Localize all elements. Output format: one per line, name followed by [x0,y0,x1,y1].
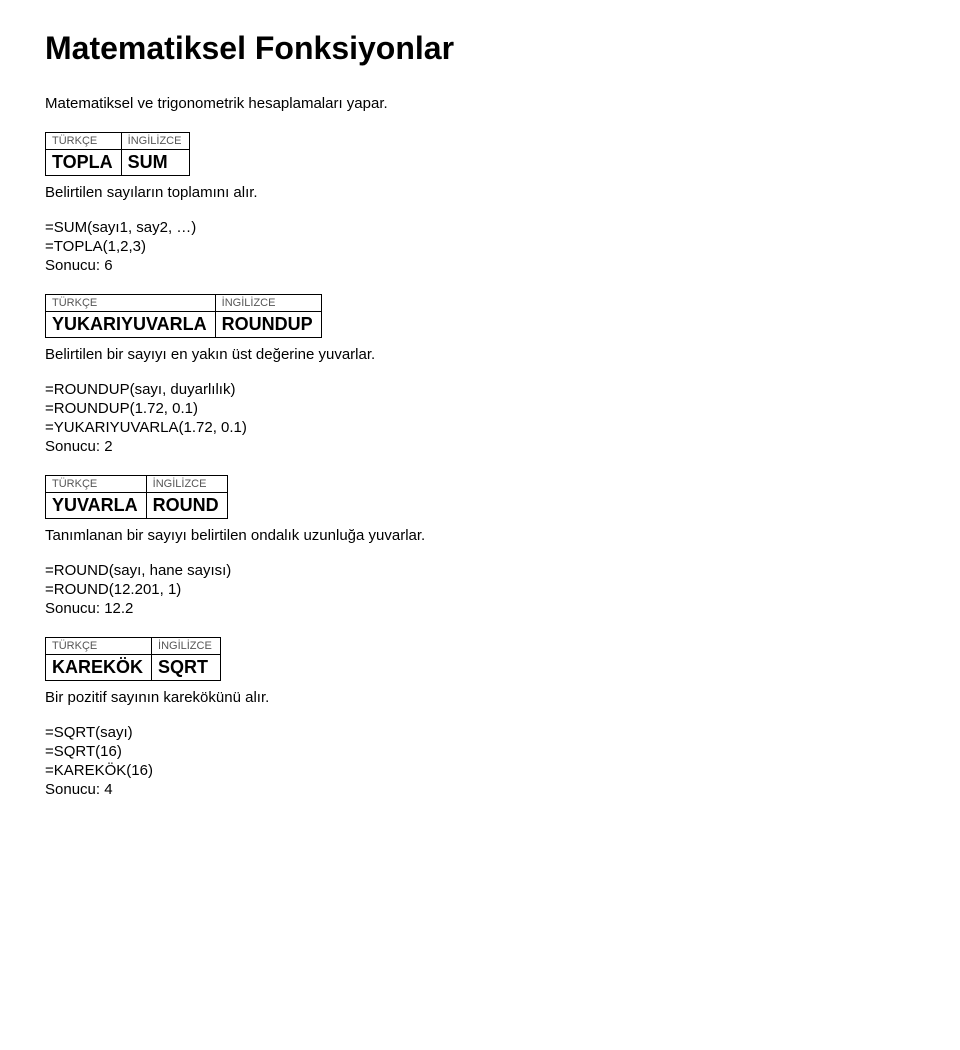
formula-line: =ROUND(sayı, hane sayısı) [45,562,915,579]
table-header-tr: TÜRKÇE [46,638,152,655]
function-table: TÜRKÇE İNGİLİZCE YUVARLA ROUND [45,475,228,519]
formula-line: =YUKARIYUVARLA(1.72, 0.1) [45,419,915,436]
table-header-en: İNGİLİZCE [146,476,227,493]
formula-line: =SUM(sayı1, say2, …) [45,219,915,236]
formula-line: =ROUNDUP(sayı, duyarlılık) [45,381,915,398]
formula-line: =ROUNDUP(1.72, 0.1) [45,400,915,417]
formula-line: Sonucu: 6 [45,257,915,274]
table-header-tr: TÜRKÇE [46,476,147,493]
formula-line: =SQRT(16) [45,743,915,760]
function-section: TÜRKÇE İNGİLİZCE TOPLA SUM Belirtilen sa… [45,132,915,274]
formula-line: =TOPLA(1,2,3) [45,238,915,255]
function-section: TÜRKÇE İNGİLİZCE KAREKÖK SQRT Bir poziti… [45,637,915,798]
function-description: Belirtilen bir sayıyı en yakın üst değer… [45,346,915,363]
function-description: Belirtilen sayıların toplamını alır. [45,184,915,201]
table-header-en: İNGİLİZCE [152,638,221,655]
result-line: Sonucu: 12.2 [45,600,915,617]
function-name-en: SQRT [152,655,221,681]
function-table: TÜRKÇE İNGİLİZCE TOPLA SUM [45,132,190,176]
table-header-tr: TÜRKÇE [46,295,216,312]
table-header-en: İNGİLİZCE [121,133,190,150]
function-name-en: ROUND [146,493,227,519]
document-page: Matematiksel Fonksiyonlar Matematiksel v… [0,0,960,848]
function-table: TÜRKÇE İNGİLİZCE YUKARIYUVARLA ROUNDUP [45,294,322,338]
result-line: Sonucu: 2 [45,438,915,455]
function-name-tr: TOPLA [46,150,122,176]
table-header-tr: TÜRKÇE [46,133,122,150]
function-section: TÜRKÇE İNGİLİZCE YUKARIYUVARLA ROUNDUP B… [45,294,915,455]
formula-line: =ROUND(12.201, 1) [45,581,915,598]
function-name-en: SUM [121,150,190,176]
result-line: Sonucu: 4 [45,781,915,798]
function-name-tr: YUVARLA [46,493,147,519]
function-table: TÜRKÇE İNGİLİZCE KAREKÖK SQRT [45,637,221,681]
page-title: Matematiksel Fonksiyonlar [45,30,915,67]
page-subtitle: Matematiksel ve trigonometrik hesaplamal… [45,95,915,112]
formula-line: =SQRT(sayı) [45,724,915,741]
function-section: TÜRKÇE İNGİLİZCE YUVARLA ROUND Tanımlana… [45,475,915,617]
function-description: Tanımlanan bir sayıyı belirtilen ondalık… [45,527,915,544]
table-header-en: İNGİLİZCE [215,295,321,312]
function-name-tr: YUKARIYUVARLA [46,312,216,338]
function-description: Bir pozitif sayının karekökünü alır. [45,689,915,706]
formula-line: =KAREKÖK(16) [45,762,915,779]
function-name-tr: KAREKÖK [46,655,152,681]
function-name-en: ROUNDUP [215,312,321,338]
